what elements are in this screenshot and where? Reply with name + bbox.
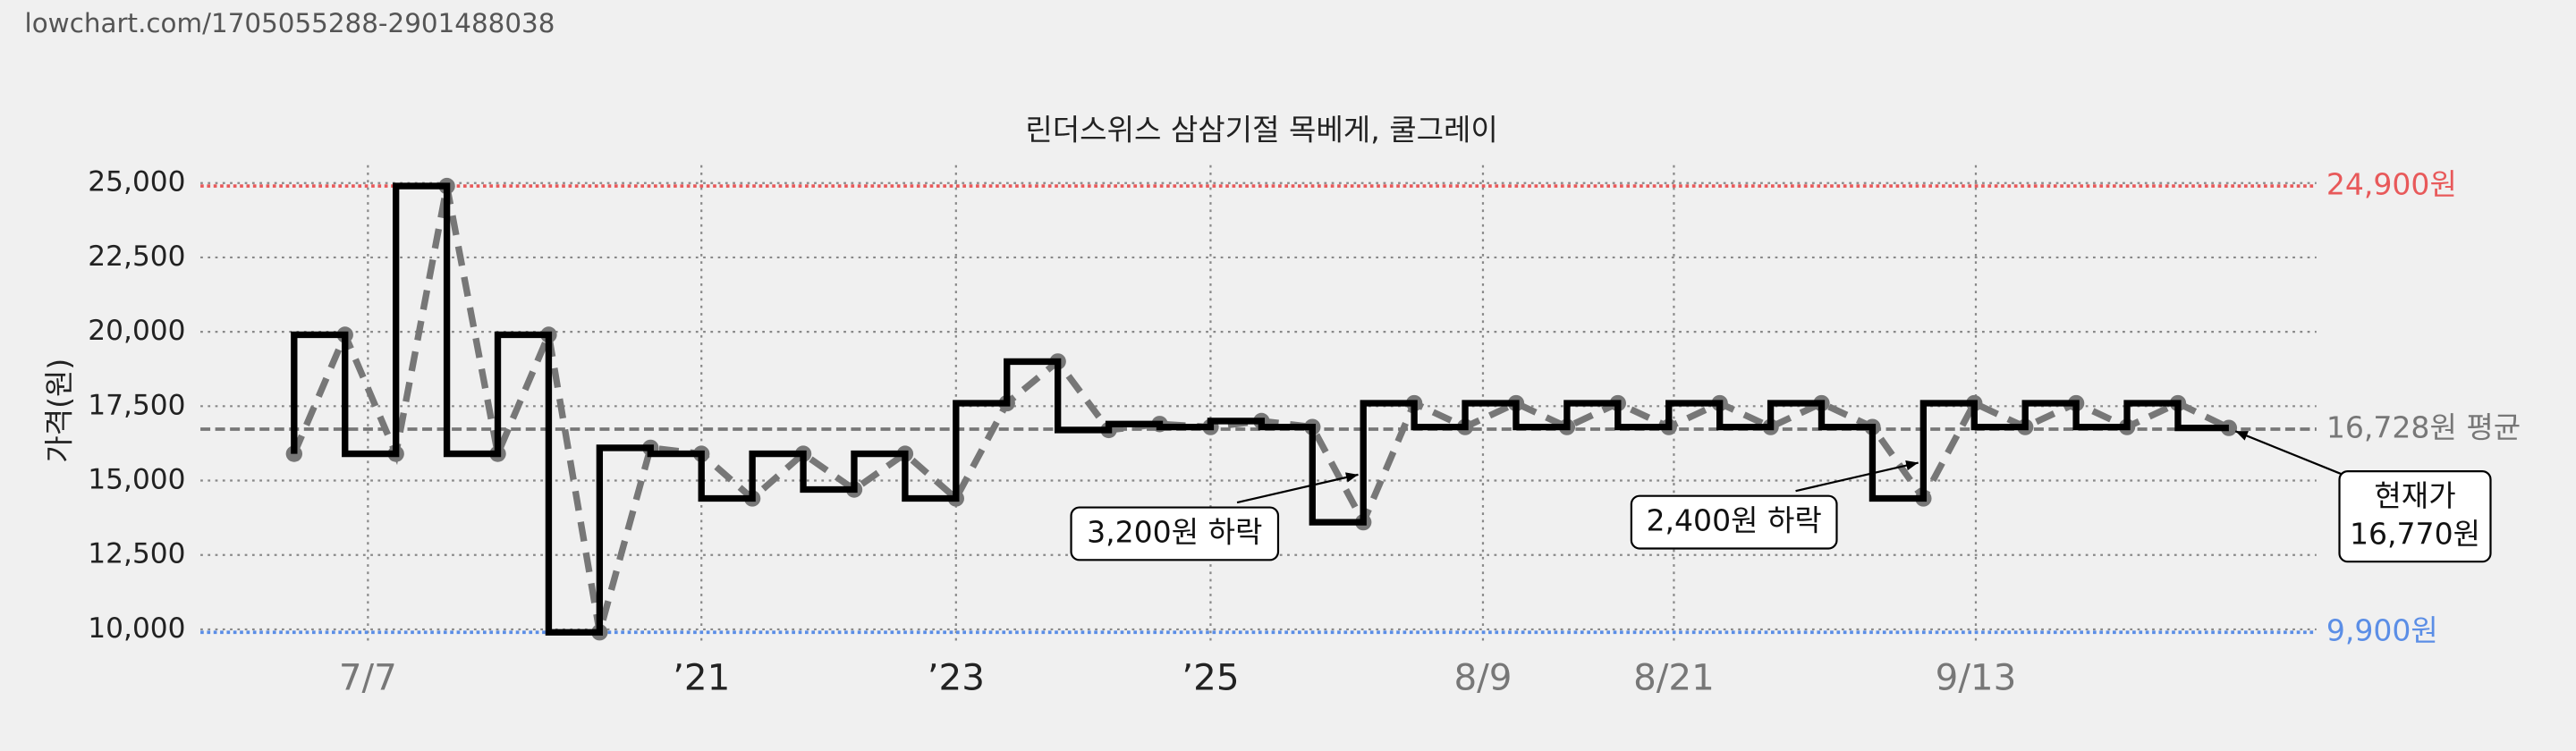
- annotation-box: [1070, 506, 1280, 561]
- annotation-box: [1630, 494, 1838, 550]
- annotation-text: 2,400원 하락: [1647, 503, 1822, 538]
- annotation-arrowhead: [1345, 472, 1359, 483]
- x-tick-label: 8/9: [1453, 655, 1512, 698]
- annotation-arrowhead: [2235, 431, 2249, 441]
- x-tick-label: 7/7: [339, 655, 397, 698]
- x-tick-label: 8/21: [1633, 655, 1715, 698]
- x-tick-label: 9/13: [1936, 655, 2017, 698]
- x-tick-label: ’23: [928, 655, 985, 698]
- reference-label: 9,900원: [2326, 613, 2438, 648]
- chart-title: 린더스위스 삼삼기절 목베게, 쿨그레이: [1025, 112, 1497, 147]
- y-tick-label: 17,500: [88, 389, 185, 421]
- annotation-arrow: [1795, 461, 1919, 493]
- price-step-line: [291, 182, 2229, 636]
- reference-label: 16,728원 평균: [2326, 410, 2521, 445]
- annotation-box: [2338, 470, 2492, 563]
- y-tick-label: 15,000: [88, 464, 185, 496]
- annotation-text: 16,770원: [2350, 516, 2480, 551]
- annotation-arrow: [1236, 473, 1359, 504]
- y-tick-label: 22,500: [88, 240, 185, 273]
- y-tick-label: 25,000: [88, 166, 185, 198]
- annotation-text: 3,200원 하락: [1087, 514, 1262, 549]
- annotation-arrow: [2234, 430, 2343, 476]
- url: lowchart.com/1705055288-2901488038: [25, 8, 555, 38]
- y-axis-label: 가격(원): [41, 359, 76, 463]
- annotation-text: 현재가: [2374, 478, 2455, 513]
- y-tick-label: 20,000: [88, 315, 185, 347]
- annotation-arrowhead: [1905, 460, 1919, 471]
- x-tick-label: ’21: [673, 655, 730, 698]
- y-tick-label: 12,500: [88, 538, 185, 570]
- reference-label: 24,900원: [2326, 167, 2457, 202]
- y-tick-label: 10,000: [88, 612, 185, 645]
- x-tick-label: ’25: [1182, 655, 1239, 698]
